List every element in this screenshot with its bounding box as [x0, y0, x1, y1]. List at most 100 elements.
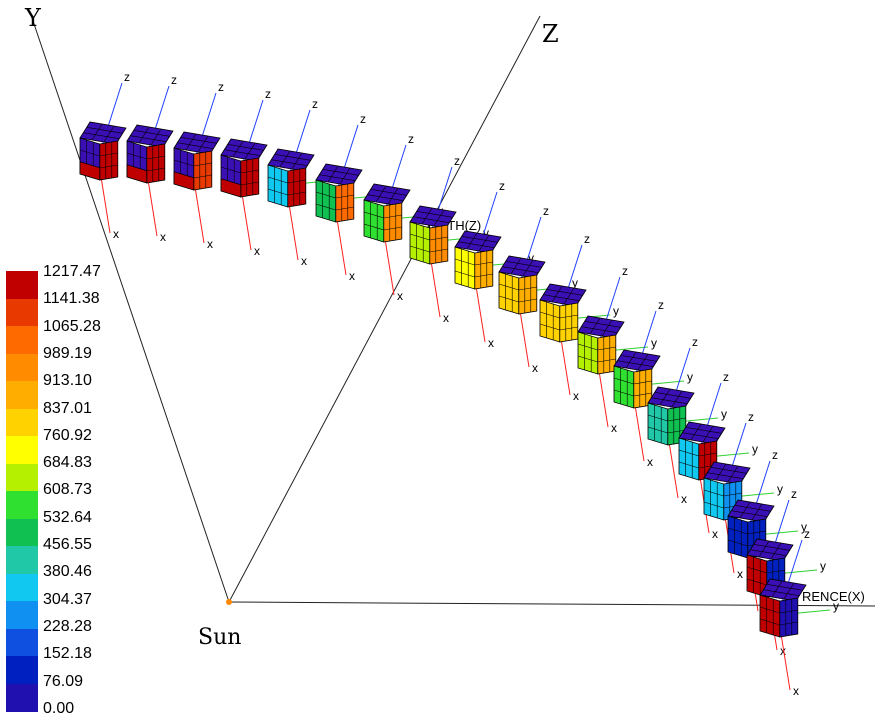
frame-z-label: z — [791, 487, 797, 501]
cube-grid-line — [546, 289, 583, 296]
spacecraft-frame: yzx — [727, 448, 807, 619]
frame-x-label: x — [532, 361, 538, 375]
cube-grid-line — [197, 135, 209, 153]
frame-y-label: y — [483, 226, 489, 240]
cube-grid-line — [577, 355, 598, 363]
cube-grid-line — [746, 566, 767, 574]
frame-x-label: x — [488, 336, 494, 350]
cube-grid-line — [723, 492, 742, 497]
cube-grid-line — [678, 461, 699, 469]
cube-grid-line — [240, 181, 259, 186]
cube-grid-line — [429, 248, 448, 253]
cube-grid-line — [779, 609, 798, 614]
cube-grid-line — [433, 209, 445, 227]
cube-grid-line — [702, 425, 714, 443]
colorbar-label: 380.46 — [43, 563, 92, 581]
colorbar-label: 913.10 — [43, 372, 92, 390]
cube-grid-line — [150, 128, 162, 146]
cube-grid-line — [581, 326, 618, 333]
cube-side-face — [383, 202, 403, 243]
frame-x-label: x — [443, 311, 449, 325]
cube-grid-line — [543, 294, 580, 301]
cube-grid-line — [518, 286, 537, 291]
cube-grid-line — [625, 351, 637, 369]
cube-grid-line — [597, 346, 616, 351]
cube-grid-line — [474, 261, 493, 266]
colorbar-label: 1065.28 — [43, 317, 101, 335]
cube-grid-line — [731, 510, 768, 517]
cube-grid-line — [146, 155, 165, 160]
frame-x-label: x — [780, 644, 786, 658]
cube-grid-line — [478, 234, 490, 252]
cube-grid-line — [454, 270, 475, 278]
spacecraft-frame: yzx — [267, 97, 347, 268]
cube-band-face — [126, 164, 148, 184]
cube-front-face — [498, 271, 520, 315]
cube-grid-line — [327, 165, 339, 183]
colorbar-segment — [6, 491, 38, 519]
frame-x-label: x — [737, 567, 743, 581]
spacecraft-frame: zx — [126, 73, 177, 244]
cube-grid-line — [224, 149, 261, 156]
cube-grid-line — [539, 311, 560, 319]
cube-grid-line — [751, 503, 763, 521]
cube-grid-line — [559, 314, 578, 319]
colorbar-label: 0.00 — [43, 699, 75, 717]
spacecraft-frame: yzx — [409, 154, 489, 325]
frame-x-label: x — [793, 684, 799, 698]
cube-grid-line — [220, 166, 241, 174]
cube-grid-line — [339, 167, 351, 185]
cube-grid-line — [99, 152, 118, 157]
cube-grid-line — [783, 582, 795, 600]
cube-grid-line — [103, 125, 115, 143]
frame-y-label: y — [613, 304, 619, 318]
frame-y-label: y — [687, 370, 693, 384]
frame-x-label: x — [160, 230, 166, 244]
cube-grid-line — [193, 162, 212, 167]
spacecraft-frame: zx — [220, 87, 271, 258]
cube-front-face — [647, 402, 669, 446]
frame-y-label: y — [777, 482, 783, 496]
frame-z-label: z — [218, 80, 224, 94]
frame-x-label: x — [712, 527, 718, 541]
cube-grid-line — [416, 211, 453, 218]
cube-grid-line — [232, 140, 244, 158]
cube-front-face — [454, 246, 476, 290]
spacecraft-frame: yzx — [577, 264, 657, 435]
cube-grid-line — [244, 142, 256, 160]
spacecraft-frame: yzx — [363, 132, 443, 303]
colorbar-label: 532.64 — [43, 508, 92, 526]
cube-front-face — [315, 179, 337, 223]
cube-side-face — [335, 182, 355, 223]
frame-y-label: y — [528, 251, 534, 265]
cube-grid-line — [138, 126, 150, 144]
colorbar-segment — [6, 656, 38, 684]
colorbar-label: 456.55 — [43, 536, 92, 553]
cube-grid-line — [409, 233, 430, 241]
cube-grid-line — [133, 130, 170, 137]
cube-grid-line — [466, 232, 478, 250]
cube-grid-line — [584, 321, 621, 328]
cube-grid-line — [79, 149, 100, 157]
colorbar-segment — [6, 326, 38, 354]
cube-grid-line — [502, 266, 539, 273]
cube-side-face — [559, 302, 579, 343]
spacecraft-frame: zx — [173, 80, 224, 251]
frame-z-label: z — [584, 232, 590, 246]
cube-grid-line — [633, 392, 652, 397]
cube-grid-line — [620, 355, 657, 362]
colorbar-segment — [6, 683, 38, 712]
z-axis-label: Z — [542, 20, 559, 48]
cube-grid-line — [763, 589, 800, 596]
frame-x-label: x — [681, 492, 687, 506]
frame-z-label: z — [804, 527, 810, 541]
frame-x-label: x — [397, 289, 403, 303]
cube-grid-line — [461, 236, 498, 243]
cube-grid-line — [758, 540, 770, 558]
cube-grid-line — [335, 194, 354, 199]
cube-grid-line — [766, 569, 785, 574]
cube-grid-line — [146, 167, 165, 172]
spacecraft-frame: yzx — [759, 527, 839, 698]
cube-grid-line — [267, 176, 288, 184]
